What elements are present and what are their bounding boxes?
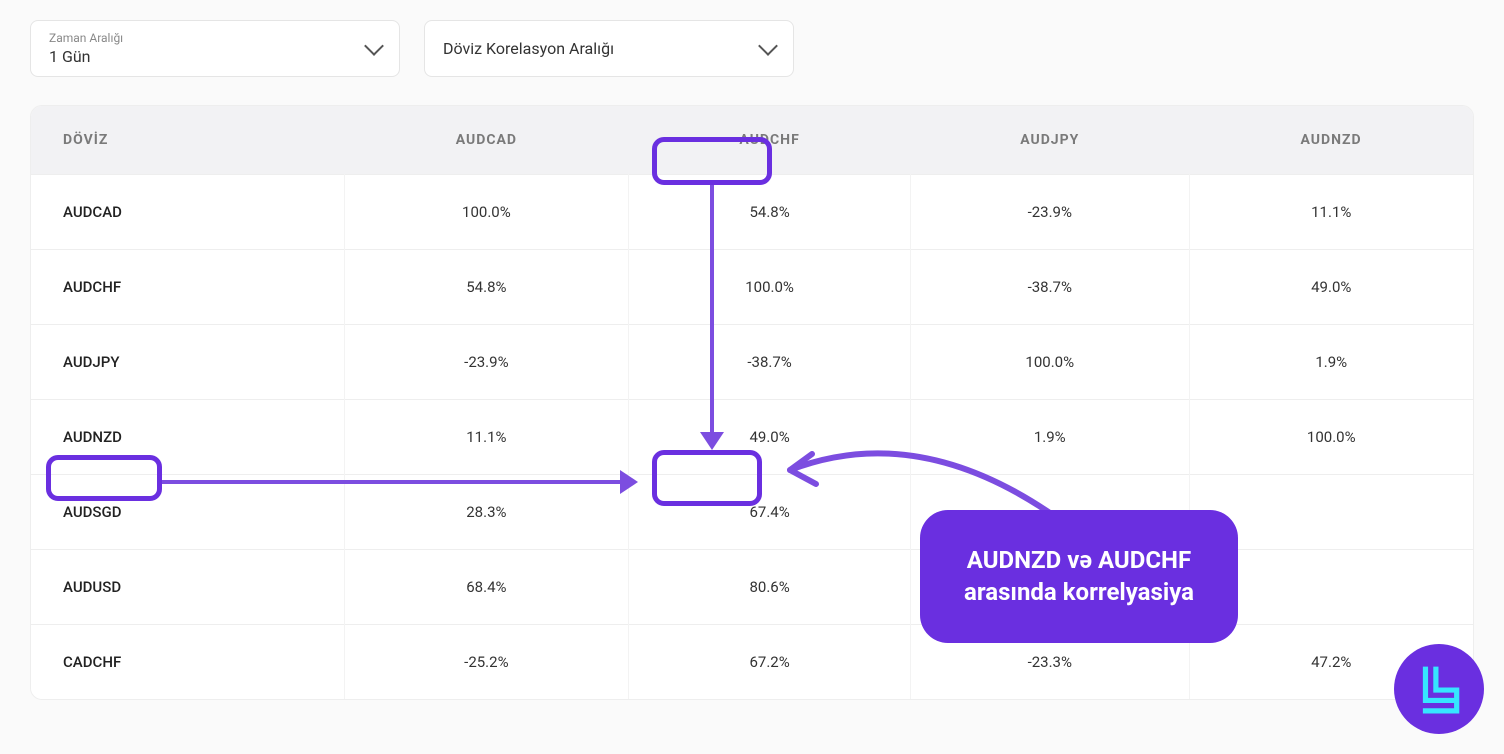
table-cell: [911, 475, 1189, 550]
table-cell: 68.4%: [344, 550, 629, 625]
table-cell: 11.1%: [344, 400, 629, 475]
table-cell: 100.0%: [344, 175, 629, 250]
table-row: CADCHF-25.2%67.2%-23.3%47.2%: [31, 625, 1473, 700]
table-cell: -23.9%: [344, 325, 629, 400]
row-header: AUDUSD: [31, 550, 344, 625]
table-cell: [1189, 475, 1473, 550]
table-header-row: DÖVİZ AUDCAD AUDCHF AUDJPY AUDNZD: [31, 106, 1473, 175]
row-header: AUDCAD: [31, 175, 344, 250]
table-cell: -38.7%: [629, 325, 911, 400]
brand-logo-badge: [1394, 644, 1484, 734]
chevron-down-icon: [364, 36, 384, 56]
row-header: AUDJPY: [31, 325, 344, 400]
table-cell: 28.3%: [344, 475, 629, 550]
row-header: AUDCHF: [31, 250, 344, 325]
table-cell: 54.8%: [344, 250, 629, 325]
table-cell: 67.2%: [629, 625, 911, 700]
table-cell: 100.0%: [1189, 400, 1473, 475]
row-header: CADCHF: [31, 625, 344, 700]
row-header-title: DÖVİZ: [31, 106, 344, 175]
filters-row: Zaman Aralığı 1 Gün Döviz Korelasyon Ara…: [30, 20, 1474, 77]
time-range-label: Zaman Aralığı: [49, 31, 123, 45]
brand-logo-icon: [1413, 663, 1465, 715]
correlation-range-label: Döviz Korelasyon Aralığı: [443, 39, 614, 58]
table-row: AUDCAD100.0%54.8%-23.9%11.1%: [31, 175, 1473, 250]
table-cell: [911, 550, 1189, 625]
correlation-table: DÖVİZ AUDCAD AUDCHF AUDJPY AUDNZD AUDCAD…: [30, 105, 1474, 700]
table-cell: 100.0%: [629, 250, 911, 325]
row-header: AUDSGD: [31, 475, 344, 550]
table-row: AUDSGD28.3%67.4%: [31, 475, 1473, 550]
table-cell: -23.9%: [911, 175, 1189, 250]
row-header: AUDNZD: [31, 400, 344, 475]
table-cell: -38.7%: [911, 250, 1189, 325]
chevron-down-icon: [758, 36, 778, 56]
table-cell: -23.3%: [911, 625, 1189, 700]
col-header: AUDJPY: [911, 106, 1189, 175]
table-cell: 67.4%: [629, 475, 911, 550]
table-cell: 49.0%: [629, 400, 911, 475]
table-row: AUDNZD11.1%49.0%1.9%100.0%: [31, 400, 1473, 475]
table-cell: 1.9%: [911, 400, 1189, 475]
table-row: AUDCHF54.8%100.0%-38.7%49.0%: [31, 250, 1473, 325]
table-row: AUDJPY-23.9%-38.7%100.0%1.9%: [31, 325, 1473, 400]
table-cell: 1.9%: [1189, 325, 1473, 400]
table-cell: 11.1%: [1189, 175, 1473, 250]
correlation-range-dropdown[interactable]: Döviz Korelasyon Aralığı: [424, 20, 794, 77]
time-range-value: 1 Gün: [49, 47, 123, 66]
col-header: AUDCHF: [629, 106, 911, 175]
col-header: AUDCAD: [344, 106, 629, 175]
table-cell: 49.0%: [1189, 250, 1473, 325]
table-cell: [1189, 550, 1473, 625]
time-range-dropdown[interactable]: Zaman Aralığı 1 Gün: [30, 20, 400, 77]
col-header: AUDNZD: [1189, 106, 1473, 175]
table-cell: -25.2%: [344, 625, 629, 700]
table-cell: 100.0%: [911, 325, 1189, 400]
table-cell: 54.8%: [629, 175, 911, 250]
table-row: AUDUSD68.4%80.6%: [31, 550, 1473, 625]
table-cell: 80.6%: [629, 550, 911, 625]
